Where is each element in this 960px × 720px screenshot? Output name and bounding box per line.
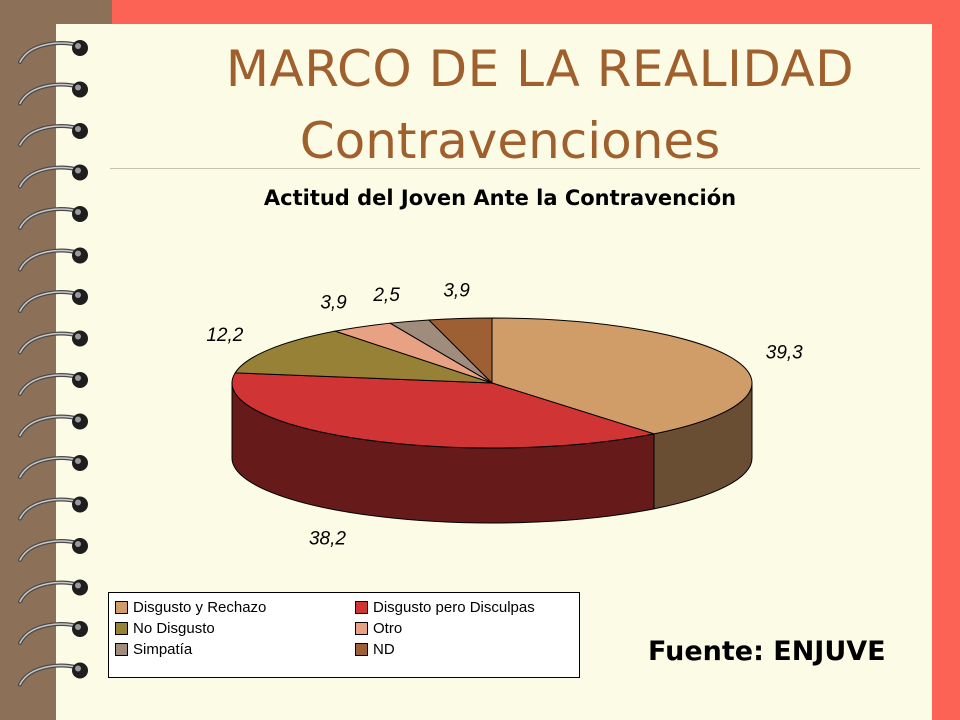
pie-value-label: 3,9 [443,281,470,302]
spiral-ring [18,496,88,521]
legend-swatch [115,622,128,635]
legend-swatch [115,601,128,614]
spiral-ring [18,164,88,189]
legend-item: Disgusto pero Disculpas [355,597,585,618]
spiral-ring [18,662,88,687]
spiral-ring [18,372,88,396]
legend-label: Disgusto y Rechazo [133,599,267,616]
chart-title: Actitud del Joven Ante la Contravención [263,186,737,210]
spiral-ring [18,289,88,313]
spiral-ring [18,206,88,230]
pie-slice [231,372,655,449]
legend-label: Disgusto pero Disculpas [373,599,535,616]
pie-value-label: 39,3 [766,342,803,363]
spiral-ring [18,455,88,479]
spiral-ring [18,538,88,562]
spiral-ring [18,330,88,355]
legend-item: Disgusto y Rechazo [115,597,355,618]
source-credit: Fuente: ENJUVE [648,636,886,667]
spiral-ring [18,123,88,147]
legend-label: Simpatía [133,641,193,658]
pie-value-label: 3,9 [320,293,347,314]
pie-value-label: 12,2 [206,325,243,346]
spiral-ring [18,40,88,64]
pie-value-label: 38,2 [309,528,346,549]
pie-value-label: 2,5 [372,285,400,306]
slide-title: MARCO DE LA REALIDAD [225,40,855,98]
spiral-ring [18,81,88,106]
legend-item: No Disgusto [115,618,355,639]
legend-label: ND [373,641,395,658]
spiral-rings [18,40,88,687]
spiral-ring [18,413,88,438]
title-divider [110,168,920,169]
chart-legend: Disgusto y Rechazo Disgusto pero Disculpa… [108,592,580,678]
pie-slice [427,317,493,385]
legend-swatch [355,643,368,656]
legend-swatch [355,622,368,635]
legend-item: Simpatía [115,639,355,660]
pie-slice [491,317,753,435]
legend-label: Otro [373,620,403,637]
pie-slice [234,330,493,384]
spiral-ring [18,621,88,645]
legend-swatch [115,643,128,656]
legend-item: ND [355,639,585,660]
legend-label: No Disgusto [133,620,215,637]
spiral-ring [18,247,88,272]
legend-swatch [355,601,368,614]
spiral-ring [18,579,88,604]
slide-subtitle: Contravenciones [299,112,721,170]
legend-item: Otro [355,618,585,639]
